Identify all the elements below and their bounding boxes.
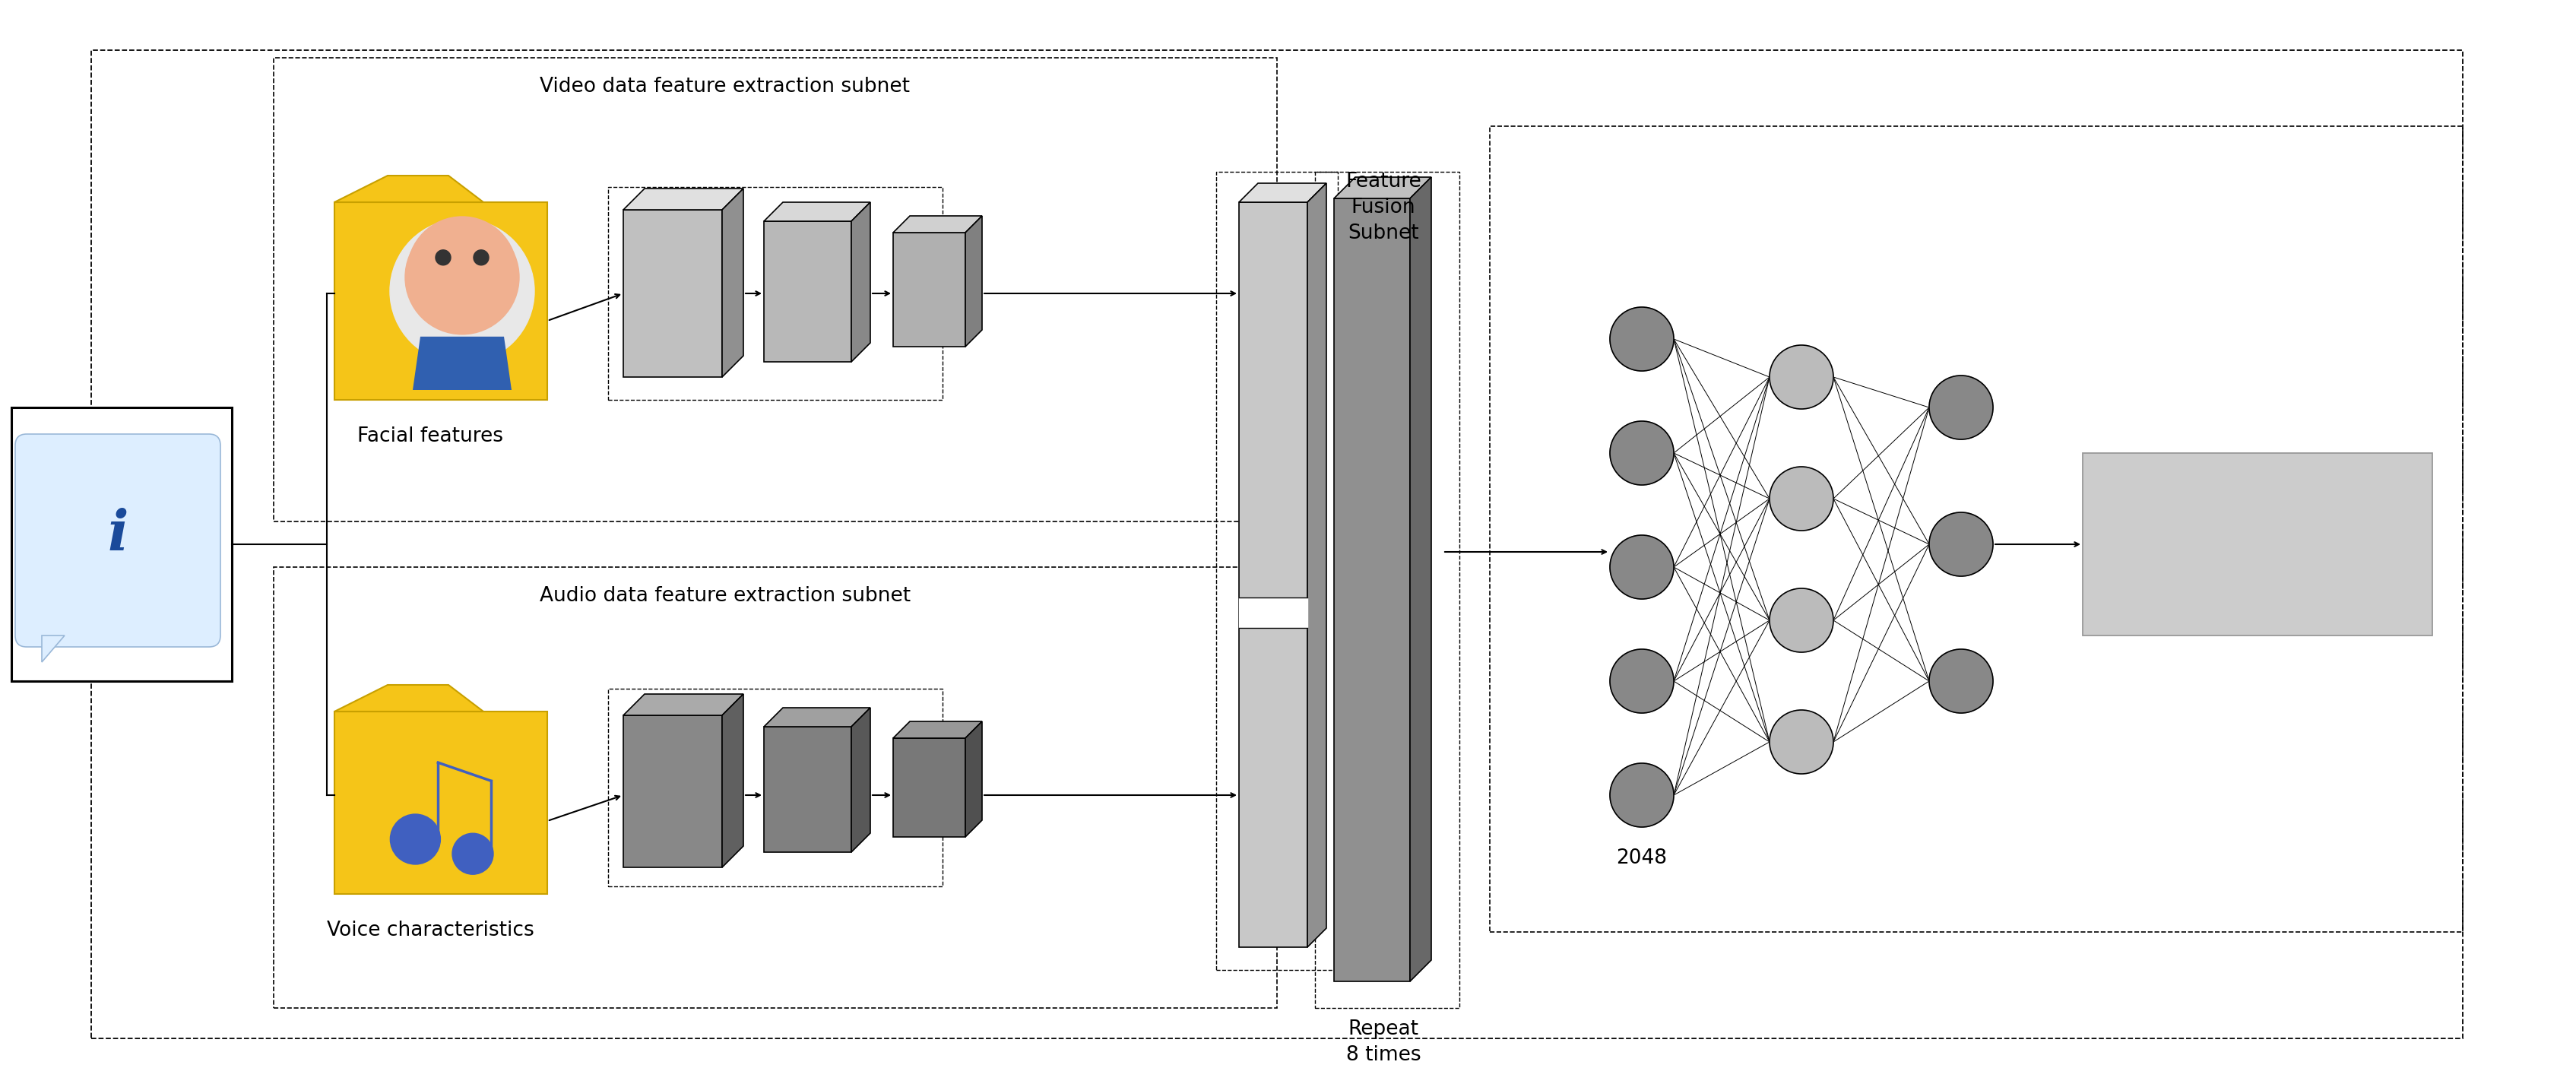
Polygon shape (966, 721, 981, 837)
Bar (273, 57, 1278, 521)
Polygon shape (894, 216, 981, 233)
Polygon shape (335, 685, 484, 711)
Circle shape (1770, 710, 1834, 774)
Text: Voice characteristics: Voice characteristics (327, 920, 533, 940)
Polygon shape (1334, 198, 1409, 981)
Circle shape (453, 834, 495, 875)
Polygon shape (335, 203, 546, 400)
Circle shape (404, 220, 520, 334)
Polygon shape (765, 203, 871, 221)
Polygon shape (894, 738, 966, 837)
Polygon shape (1309, 183, 1327, 947)
Polygon shape (721, 694, 744, 867)
Polygon shape (417, 340, 507, 390)
Circle shape (1610, 763, 1674, 827)
Polygon shape (623, 189, 744, 210)
Circle shape (407, 217, 518, 326)
Polygon shape (412, 337, 513, 390)
Circle shape (435, 250, 451, 266)
Polygon shape (623, 210, 721, 377)
Text: Repeat
8 times: Repeat 8 times (1345, 1019, 1422, 1064)
Polygon shape (765, 726, 850, 852)
Polygon shape (1409, 177, 1432, 981)
Circle shape (1610, 649, 1674, 713)
Bar (608, 188, 943, 400)
Circle shape (1929, 375, 1994, 439)
Polygon shape (765, 708, 871, 726)
Circle shape (389, 814, 440, 864)
Circle shape (1770, 345, 1834, 409)
Circle shape (1610, 535, 1674, 599)
Polygon shape (1239, 183, 1327, 203)
Circle shape (1770, 467, 1834, 530)
Circle shape (1770, 589, 1834, 653)
Polygon shape (1334, 177, 1432, 198)
Bar (1314, 171, 1461, 1008)
Polygon shape (623, 715, 721, 867)
Circle shape (1929, 649, 1994, 713)
Bar (608, 688, 943, 887)
Text: Video data feature extraction subnet: Video data feature extraction subnet (541, 77, 909, 96)
Text: i: i (108, 508, 129, 563)
Polygon shape (721, 189, 744, 377)
Text: 2048: 2048 (1615, 849, 1667, 868)
Polygon shape (850, 203, 871, 362)
Text: Feature
Fusion
Subnet: Feature Fusion Subnet (1345, 171, 1422, 243)
Text: Facial features: Facial features (358, 426, 502, 447)
Polygon shape (41, 635, 64, 662)
Polygon shape (966, 216, 981, 347)
Polygon shape (623, 694, 744, 715)
Circle shape (1929, 513, 1994, 577)
Bar (10, 408, 232, 681)
Bar (2081, 453, 2432, 635)
Polygon shape (765, 221, 850, 362)
Text: Confidence
score: Confidence score (2195, 519, 2321, 569)
Text: Audio data feature extraction subnet: Audio data feature extraction subnet (538, 586, 912, 606)
Polygon shape (850, 708, 871, 852)
FancyBboxPatch shape (15, 434, 222, 647)
Circle shape (474, 250, 489, 266)
Bar (1216, 171, 1337, 970)
Polygon shape (335, 711, 546, 894)
Polygon shape (894, 721, 981, 738)
Bar (273, 567, 1278, 1008)
Bar (1489, 126, 2463, 932)
Circle shape (1610, 421, 1674, 485)
Circle shape (1610, 307, 1674, 371)
Polygon shape (1239, 203, 1309, 947)
Circle shape (389, 219, 533, 363)
Polygon shape (894, 233, 966, 347)
Polygon shape (335, 176, 484, 203)
